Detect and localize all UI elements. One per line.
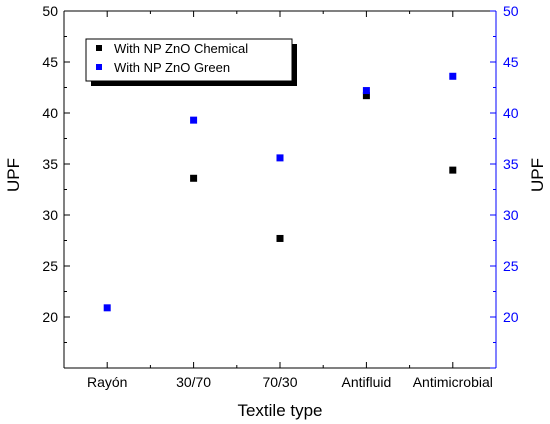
data-point-chemical	[276, 234, 284, 242]
data-point-chemical	[449, 166, 457, 174]
y-tick-label-left: 30	[42, 207, 58, 223]
data-point-green	[449, 72, 457, 80]
ticks: 20 20 25 25 30 30 35 35 40 40 45 45 50 50 Rayón 30/70 70…	[42, 3, 518, 390]
data-point-green	[362, 87, 370, 95]
x-tick-label: 70/30	[262, 374, 297, 390]
y-tick-label-left: 25	[42, 258, 58, 274]
y-tick-label-right: 20	[503, 309, 519, 325]
y-tick-label-right: 35	[503, 156, 519, 172]
y-tick-label-left: 20	[42, 309, 58, 325]
y-tick-label-right: 45	[503, 54, 519, 70]
y-tick-label-left: 45	[42, 54, 58, 70]
y-tick-label-left: 40	[42, 105, 58, 121]
legend: With NP ZnO Chemical With NP ZnO Green	[85, 38, 297, 86]
data-points	[103, 72, 457, 312]
data-point-green	[190, 116, 198, 124]
y-tick-label-right: 25	[503, 258, 519, 274]
y-tick-label-right: 50	[503, 3, 519, 19]
legend-box	[85, 38, 293, 82]
y-tick-label-left: 35	[42, 156, 58, 172]
data-point-green	[276, 154, 284, 162]
x-tick-label: 30/70	[176, 374, 211, 390]
y-axis-title-left: UPF	[4, 158, 23, 192]
y-tick-label-right: 30	[503, 207, 519, 223]
legend-marker-chemical	[96, 45, 102, 51]
x-tick-label: Antimicrobial	[413, 374, 493, 390]
data-point-chemical	[190, 174, 198, 182]
y-axis-title-right: UPF	[528, 158, 547, 192]
legend-label-chemical: With NP ZnO Chemical	[114, 41, 248, 56]
x-axis-title: Textile type	[237, 401, 322, 420]
data-point-chemical	[362, 92, 370, 100]
x-tick-label: Rayón	[87, 374, 127, 390]
y-tick-label-left: 50	[42, 3, 58, 19]
x-tick-label: Antifluid	[341, 374, 391, 390]
legend-label-green: With NP ZnO Green	[114, 60, 230, 75]
data-point-green	[103, 304, 111, 312]
legend-marker-green	[96, 64, 102, 70]
y-tick-label-right: 40	[503, 105, 519, 121]
